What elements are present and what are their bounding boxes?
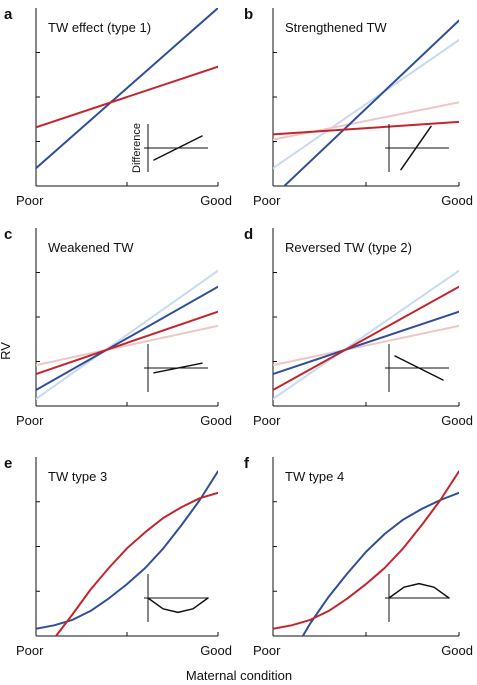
y-axis-label: RV xyxy=(0,342,13,360)
series-line-red xyxy=(273,470,459,630)
panel-label-d: d xyxy=(244,226,253,243)
inset-difference-curve xyxy=(394,355,444,381)
series-group xyxy=(36,269,218,400)
inset-difference-curve xyxy=(153,362,203,374)
x-axis-label: Maternal condition xyxy=(186,668,292,683)
panel-f: Poor Good f TW type 4 xyxy=(244,455,473,658)
series-line-blue xyxy=(301,491,459,636)
inset-ylabel: Difference xyxy=(131,123,143,173)
series-group xyxy=(273,269,459,400)
x-tick-label-good: Good xyxy=(441,193,473,208)
series-line-blue xyxy=(36,8,218,170)
x-tick-label-poor: Poor xyxy=(253,413,281,428)
inset-a: Difference xyxy=(131,123,208,173)
panel-label-f: f xyxy=(244,455,250,472)
inset-f xyxy=(385,574,450,622)
x-tick-label-good: Good xyxy=(441,643,473,658)
panel-a: Poor Good a TW effect (type 1) Difference xyxy=(4,6,232,208)
panel-label-c: c xyxy=(4,226,12,243)
panel-e: Poor Good e TW type 3 xyxy=(4,455,232,658)
panel-label-a: a xyxy=(4,6,13,23)
x-tick-label-poor: Poor xyxy=(16,413,44,428)
series-line-light-red xyxy=(273,324,459,367)
inset-d xyxy=(385,344,449,392)
x-tick-label-good: Good xyxy=(200,193,232,208)
series-line-blue xyxy=(273,310,459,375)
panel-title-c: Weakened TW xyxy=(48,240,134,255)
series-group xyxy=(36,8,218,170)
panel-d: Poor Good d Reversed TW (type 2) xyxy=(244,226,473,428)
inset-e xyxy=(144,574,209,622)
x-tick-label-poor: Poor xyxy=(253,193,281,208)
inset-difference-curve xyxy=(388,582,450,599)
panel-label-b: b xyxy=(244,6,253,23)
panel-title-a: TW effect (type 1) xyxy=(48,20,151,35)
panel-b: Poor Good b Strengthened TW xyxy=(244,6,473,208)
series-line-light-blue xyxy=(273,269,459,400)
panel-c: Poor Good c Weakened TW xyxy=(4,226,232,428)
inset-difference-curve xyxy=(153,135,203,161)
panel-label-e: e xyxy=(4,455,12,472)
series-group xyxy=(273,470,459,636)
series-line-blue xyxy=(36,285,218,391)
series-line-red xyxy=(55,491,218,636)
panel-title-d: Reversed TW (type 2) xyxy=(285,240,412,255)
panel-title-f: TW type 4 xyxy=(285,469,344,484)
series-line-blue xyxy=(36,470,218,630)
series-line-light-blue xyxy=(36,269,218,400)
inset-b xyxy=(385,124,449,172)
x-tick-label-poor: Poor xyxy=(16,193,44,208)
x-tick-label-poor: Poor xyxy=(253,643,281,658)
series-group xyxy=(273,19,459,186)
series-line-red xyxy=(36,65,218,129)
inset-c xyxy=(144,344,208,392)
inset-difference-curve xyxy=(147,597,209,614)
series-line-light-red xyxy=(273,101,459,141)
panel-title-b: Strengthened TW xyxy=(285,20,387,35)
x-tick-label-poor: Poor xyxy=(16,643,44,658)
series-line-light-blue xyxy=(273,39,459,170)
x-tick-label-good: Good xyxy=(200,643,232,658)
series-line-blue xyxy=(282,19,459,186)
series-line-red xyxy=(273,120,459,136)
panel-title-e: TW type 3 xyxy=(48,469,107,484)
x-tick-label-good: Good xyxy=(441,413,473,428)
inset-difference-curve xyxy=(400,125,432,171)
series-line-light-red xyxy=(36,324,218,367)
series-line-red xyxy=(36,310,218,375)
series-line-red xyxy=(273,285,459,391)
series-group xyxy=(36,470,218,636)
x-tick-label-good: Good xyxy=(200,413,232,428)
